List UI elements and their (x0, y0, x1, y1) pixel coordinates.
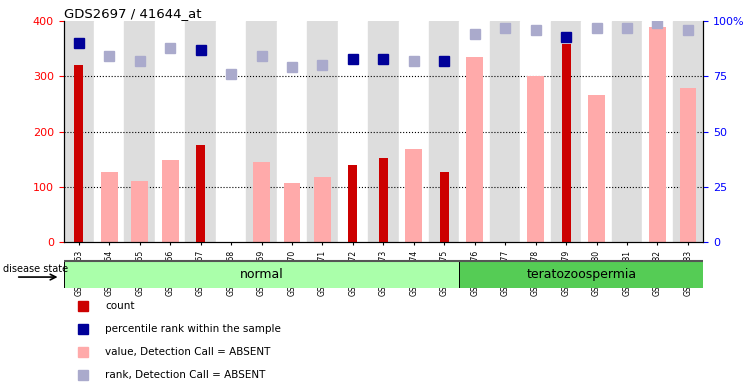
Bar (349, 165, 358, 242)
Bar (405, 149, 422, 242)
Bar (459, 21, 490, 242)
Bar (588, 94, 605, 242)
Text: value, Detection Call = ABSENT: value, Detection Call = ABSENT (105, 347, 271, 357)
Bar (612, 21, 643, 242)
Bar (429, 21, 459, 242)
Bar (581, 21, 612, 242)
Bar (155, 21, 186, 242)
Bar (490, 21, 521, 242)
Text: normal: normal (239, 268, 283, 281)
Bar (162, 160, 179, 242)
Bar (466, 57, 483, 242)
Bar (186, 21, 216, 242)
Bar (74, 65, 83, 242)
Text: count: count (105, 301, 135, 311)
Bar (253, 162, 270, 242)
Text: disease state: disease state (3, 264, 68, 274)
Bar (378, 158, 388, 242)
Bar (643, 21, 672, 242)
Bar (551, 21, 581, 242)
Bar (679, 88, 696, 242)
Bar (521, 21, 551, 242)
Bar (216, 21, 246, 242)
Bar (101, 172, 117, 242)
Bar (283, 183, 301, 242)
Bar (527, 76, 544, 242)
Bar (368, 21, 399, 242)
Bar (440, 172, 449, 242)
Bar (459, 261, 703, 288)
Bar (277, 21, 307, 242)
Bar (64, 261, 459, 288)
Text: teratozoospermia: teratozoospermia (527, 268, 637, 281)
Bar (94, 21, 124, 242)
Bar (562, 44, 571, 242)
Bar (132, 181, 148, 242)
Bar (64, 21, 94, 242)
Bar (246, 21, 277, 242)
Text: percentile rank within the sample: percentile rank within the sample (105, 324, 281, 334)
Text: GDS2697 / 41644_at: GDS2697 / 41644_at (64, 7, 201, 20)
Bar (337, 21, 368, 242)
Bar (399, 21, 429, 242)
Bar (124, 21, 155, 242)
Bar (314, 177, 331, 242)
Bar (196, 145, 205, 242)
Bar (307, 21, 337, 242)
Bar (649, 26, 666, 242)
Text: rank, Detection Call = ABSENT: rank, Detection Call = ABSENT (105, 370, 266, 380)
Bar (672, 21, 703, 242)
